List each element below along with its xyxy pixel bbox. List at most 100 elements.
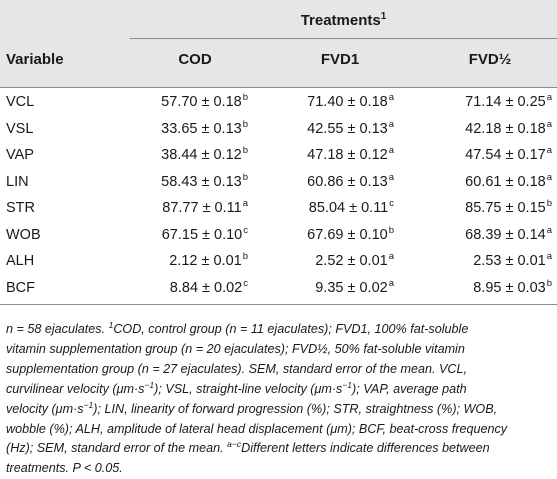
cell-significance-letter: c: [243, 277, 248, 289]
table-cell: 42.18 ± 0.18a: [465, 118, 552, 137]
table-cell: 2.52 ± 0.01a: [315, 251, 394, 269]
cell-value: 8.95 ± 0.03: [473, 279, 546, 296]
header-bottom-rule: [0, 87, 557, 88]
table-cell: 87.77 ± 0.11a: [162, 198, 248, 216]
cell-significance-letter: a: [546, 224, 552, 236]
cell-value: 8.84 ± 0.02: [169, 279, 243, 296]
variable-column-header: Variable: [6, 51, 64, 68]
footnote-sup: a−c: [227, 439, 242, 450]
footnote-text: COD, control group (n = 11 ejaculates); …: [113, 322, 469, 336]
table-cell: 68.39 ± 0.14a: [465, 224, 552, 243]
cell-significance-letter: b: [242, 251, 248, 263]
table-cell: 38.44 ± 0.12b: [161, 145, 248, 163]
cell-significance-letter: a: [388, 92, 394, 104]
cell-significance-letter: b: [546, 277, 552, 289]
table-row: LIN 58.43 ± 0.13b 60.86 ± 0.13a 60.61 ± 0.1…: [0, 170, 557, 195]
cell-value: 60.61 ± 0.18: [465, 173, 546, 190]
table-cell: 60.61 ± 0.18a: [465, 171, 552, 190]
table-row: VAP 38.44 ± 0.12b 47.18 ± 0.12a 47.54 ± 0.1…: [0, 143, 557, 168]
cell-significance-letter: a: [242, 198, 248, 210]
footnote-sup: −1: [144, 379, 155, 390]
cell-significance-letter: c: [243, 224, 248, 236]
footnote-text: Different letters indicate differences b…: [241, 441, 490, 456]
column-header-fvd1: FVD1: [320, 51, 360, 68]
table-footnote: n = 58 ejaculates. 1COD, control group (…: [6, 320, 554, 479]
cell-significance-letter: b: [242, 145, 248, 157]
cell-significance-letter: a: [388, 251, 394, 263]
cell-value: 2.52 ± 0.01: [315, 253, 388, 269]
cell-significance-letter: a: [388, 171, 394, 183]
cell-value: 38.44 ± 0.12: [161, 147, 242, 163]
table-cell: 71.40 ± 0.18a: [307, 92, 394, 110]
cell-value: 68.39 ± 0.14: [465, 226, 546, 243]
table-cell: 2.53 ± 0.01a: [473, 251, 552, 269]
table-cell: 8.84 ± 0.02c: [169, 277, 248, 296]
row-variable-label: VSL: [6, 120, 34, 137]
column-header-fvd-half: FVD½: [468, 51, 512, 68]
cell-value: 67.15 ± 0.10: [161, 226, 243, 243]
table-row: ALH 2.12 ± 0.01b 2.52 ± 0.01a 2.53 ± 0.01a: [0, 249, 557, 274]
cell-value: 85.75 ± 0.15: [465, 200, 546, 216]
row-variable-label: VAP: [6, 147, 34, 163]
table-cell: 58.43 ± 0.13b: [161, 171, 248, 189]
cell-significance-letter: b: [242, 92, 248, 104]
table-cell: 47.18 ± 0.12a: [307, 145, 394, 163]
cell-value: 33.65 ± 0.13: [161, 120, 242, 137]
row-variable-label: BCF: [6, 279, 35, 296]
row-variable-label: STR: [6, 200, 35, 216]
cell-significance-letter: a: [546, 171, 552, 183]
cell-significance-letter: a: [546, 251, 552, 263]
footnote-text: vitamin supplementation group (n = 20 ej…: [6, 341, 465, 356]
row-variable-label: LIN: [6, 173, 29, 190]
cell-significance-letter: a: [546, 145, 552, 157]
footnote-sup: 1: [108, 319, 114, 330]
treatments-underline: [130, 38, 557, 39]
table-row: VSL 33.65 ± 0.13b 42.55 ± 0.13a 42.18 ± 0.1…: [0, 117, 557, 142]
column-header-cod: COD: [178, 51, 212, 68]
table-header-band: [0, 0, 557, 87]
table-cell: 71.14 ± 0.25a: [465, 92, 552, 110]
treatments-footnote-mark: 1: [380, 11, 387, 22]
cell-value: 9.35 ± 0.02: [315, 279, 388, 296]
row-variable-label: VCL: [6, 94, 35, 110]
cell-value: 47.18 ± 0.12: [307, 147, 388, 163]
footnote-text: treatments. P < 0.05.: [6, 461, 123, 476]
table-cell: 67.69 ± 0.10b: [307, 224, 394, 243]
table-cell: 85.04 ± 0.11c: [309, 199, 394, 216]
table-cell: 8.95 ± 0.03b: [473, 277, 552, 296]
cell-value: 2.53 ± 0.01: [473, 253, 546, 269]
cell-value: 42.18 ± 0.18: [465, 120, 546, 137]
table-cell: 85.75 ± 0.15b: [465, 198, 552, 216]
footnote-text: ); VAP, average path: [352, 381, 467, 396]
cell-significance-letter: b: [546, 198, 552, 210]
cell-significance-letter: a: [546, 92, 552, 104]
cell-value: 57.70 ± 0.18: [161, 94, 242, 110]
table-cell: 47.54 ± 0.17a: [465, 145, 552, 163]
cell-significance-letter: b: [388, 224, 394, 236]
footnote-text: ); LIN, linearity of forward progression…: [93, 401, 498, 416]
row-variable-label: WOB: [6, 226, 41, 243]
cell-value: 87.77 ± 0.11: [162, 200, 242, 216]
footnote-sup: −1: [83, 399, 94, 410]
row-variable-label: ALH: [6, 253, 35, 269]
cell-significance-letter: a: [546, 118, 552, 130]
footnote-text: supplementation group (n = 27 ejaculates…: [6, 361, 467, 376]
cell-significance-letter: b: [242, 118, 248, 130]
cell-value: 67.69 ± 0.10: [307, 226, 388, 243]
footnote-text: ); VSL, straight-line velocity (μm·s: [154, 381, 343, 396]
table-cell: 2.12 ± 0.01b: [169, 251, 248, 269]
table-cell: 60.86 ± 0.13a: [307, 171, 394, 189]
footnote-text: curvilinear velocity (μm·s: [6, 381, 145, 396]
footnote-text: n = 58 ejaculates.: [6, 322, 109, 336]
table-row: VCL 57.70 ± 0.18b 71.40 ± 0.18a 71.14 ± 0.2…: [0, 90, 557, 115]
cell-significance-letter: a: [388, 145, 394, 157]
table-cell: 9.35 ± 0.02a: [315, 277, 394, 296]
cell-value: 71.40 ± 0.18: [307, 94, 388, 110]
cell-significance-letter: a: [388, 118, 394, 130]
table-row: WOB 67.15 ± 0.10c 67.69 ± 0.10b 68.39 ± 0.1…: [0, 223, 557, 248]
cell-value: 42.55 ± 0.13: [307, 120, 388, 137]
cell-significance-letter: a: [388, 277, 394, 289]
table-cell: 42.55 ± 0.13a: [307, 118, 394, 137]
cell-significance-letter: b: [242, 171, 248, 183]
